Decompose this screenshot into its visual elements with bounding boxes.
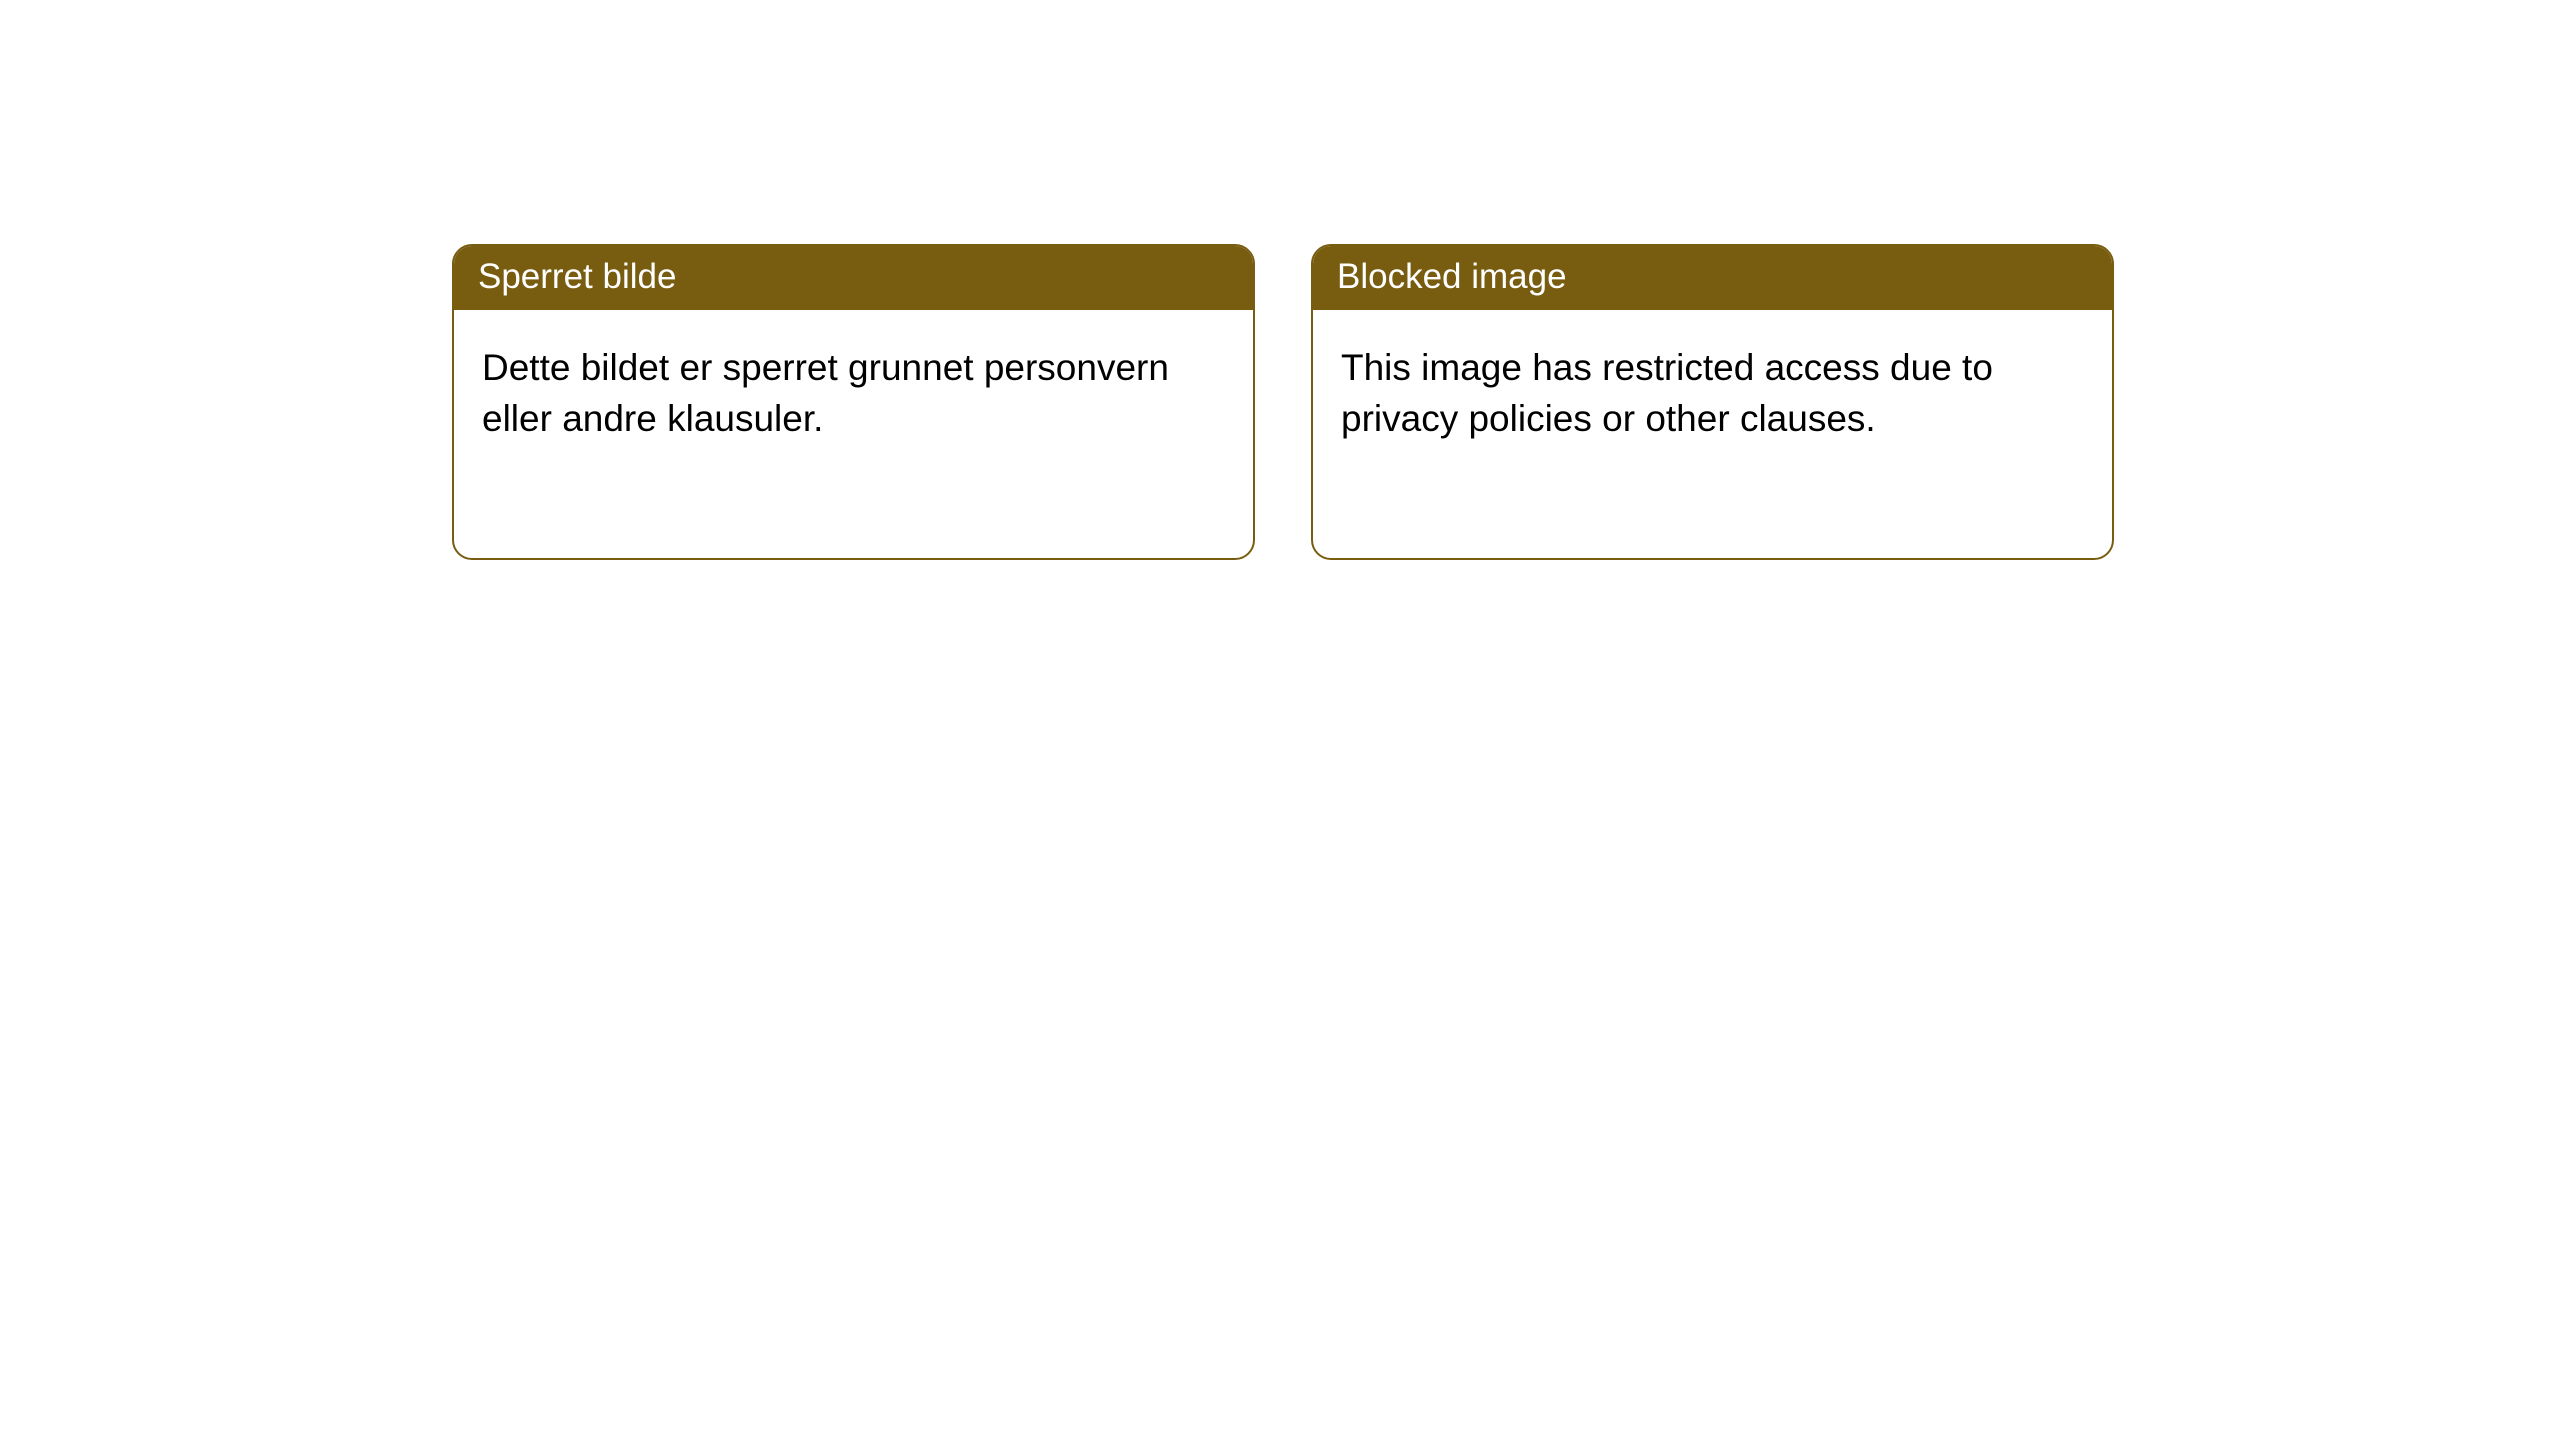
notice-card-english: Blocked image This image has restricted … (1311, 244, 2114, 560)
notice-body: This image has restricted access due to … (1313, 310, 2112, 558)
notice-card-norwegian: Sperret bilde Dette bildet er sperret gr… (452, 244, 1255, 560)
notice-header: Sperret bilde (454, 246, 1253, 310)
notice-container: Sperret bilde Dette bildet er sperret gr… (0, 0, 2560, 560)
notice-header: Blocked image (1313, 246, 2112, 310)
notice-body: Dette bildet er sperret grunnet personve… (454, 310, 1253, 558)
